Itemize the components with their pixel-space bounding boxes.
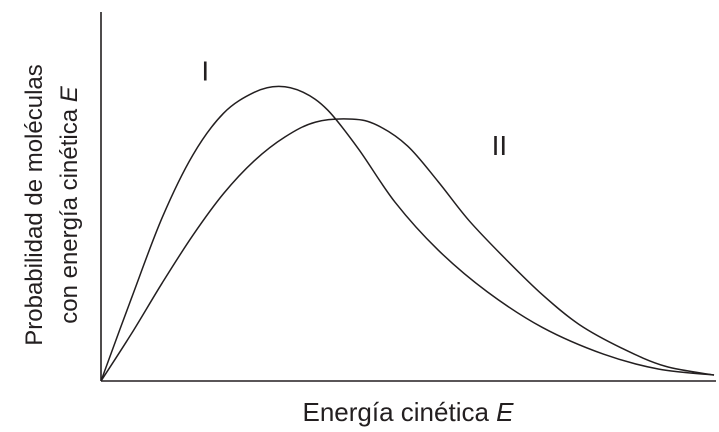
axes: [100, 12, 716, 382]
series-II-line: [100, 118, 715, 382]
series-labels: III: [201, 55, 507, 160]
series-I-line: [100, 85, 715, 382]
series-II-label: II: [492, 130, 508, 161]
x-axis-label: Energía cinética E: [302, 397, 514, 427]
curves: [100, 85, 715, 382]
y-axis-label: Probabilidad de moléculas: [21, 64, 48, 346]
series-I-label: I: [201, 55, 209, 86]
y-axis-label-line1: Probabilidad de moléculas: [21, 64, 48, 346]
y-axis-label-2: con energía cinética E: [56, 85, 83, 323]
